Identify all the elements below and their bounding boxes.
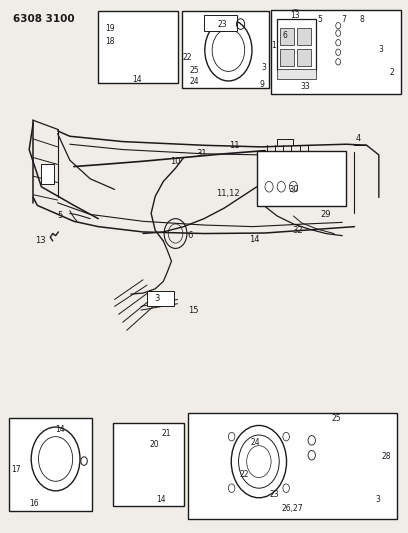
Bar (280, 28, 294, 45)
Bar (297, 28, 311, 45)
Text: 11: 11 (229, 141, 240, 150)
Text: 3: 3 (376, 495, 381, 504)
Text: 18: 18 (105, 37, 114, 46)
Text: 14: 14 (132, 75, 142, 84)
Bar (257, 151, 346, 206)
Bar (41, 164, 53, 184)
Text: 7: 7 (341, 15, 346, 24)
Text: 22: 22 (182, 53, 192, 62)
Text: 13: 13 (290, 11, 300, 20)
Text: 5: 5 (57, 211, 62, 220)
Bar (277, 69, 316, 79)
Text: 6308 3100: 6308 3100 (13, 14, 75, 24)
Text: 14: 14 (55, 425, 64, 434)
Bar (277, 19, 316, 70)
Text: 32: 32 (292, 227, 303, 236)
Text: 23: 23 (269, 489, 279, 498)
Text: 5: 5 (317, 15, 322, 24)
Text: 13: 13 (35, 237, 46, 246)
Text: 22: 22 (239, 471, 248, 479)
Text: 26,27: 26,27 (282, 504, 304, 513)
Text: 10: 10 (170, 157, 181, 166)
Bar (98, 11, 177, 83)
Text: 30: 30 (288, 185, 299, 194)
Text: 33: 33 (300, 82, 310, 91)
Text: 19: 19 (105, 25, 115, 34)
Text: 6: 6 (187, 231, 193, 240)
Text: 4: 4 (356, 134, 361, 143)
Text: 2: 2 (390, 68, 394, 77)
Text: 14: 14 (157, 495, 166, 504)
Text: 1: 1 (272, 41, 276, 50)
Text: 9: 9 (259, 80, 264, 89)
Bar (9, 418, 92, 511)
Text: 23: 23 (217, 20, 227, 29)
Text: 31: 31 (197, 149, 207, 158)
Bar (204, 15, 237, 31)
Text: 11,12: 11,12 (216, 189, 239, 198)
Bar (297, 49, 311, 66)
Text: 25: 25 (332, 414, 341, 423)
Text: 14: 14 (250, 236, 260, 245)
Text: 8: 8 (359, 15, 364, 24)
Bar (188, 413, 397, 519)
Text: 28: 28 (381, 453, 391, 462)
Text: 6: 6 (282, 31, 287, 41)
Text: 24: 24 (189, 77, 199, 86)
Text: 16: 16 (29, 498, 39, 507)
Text: 3: 3 (155, 294, 160, 303)
Bar (182, 11, 269, 88)
Text: 29: 29 (321, 210, 331, 219)
Text: 20: 20 (150, 440, 159, 449)
Text: 24: 24 (250, 439, 259, 448)
Text: 3: 3 (379, 45, 383, 54)
Text: 17: 17 (11, 465, 21, 474)
Bar (271, 10, 401, 94)
Text: 21: 21 (162, 429, 171, 438)
Text: 15: 15 (188, 305, 199, 314)
Text: 25: 25 (189, 67, 199, 75)
Bar (113, 423, 184, 506)
Bar (280, 49, 294, 66)
Text: 3: 3 (262, 63, 266, 71)
Bar (147, 292, 173, 306)
